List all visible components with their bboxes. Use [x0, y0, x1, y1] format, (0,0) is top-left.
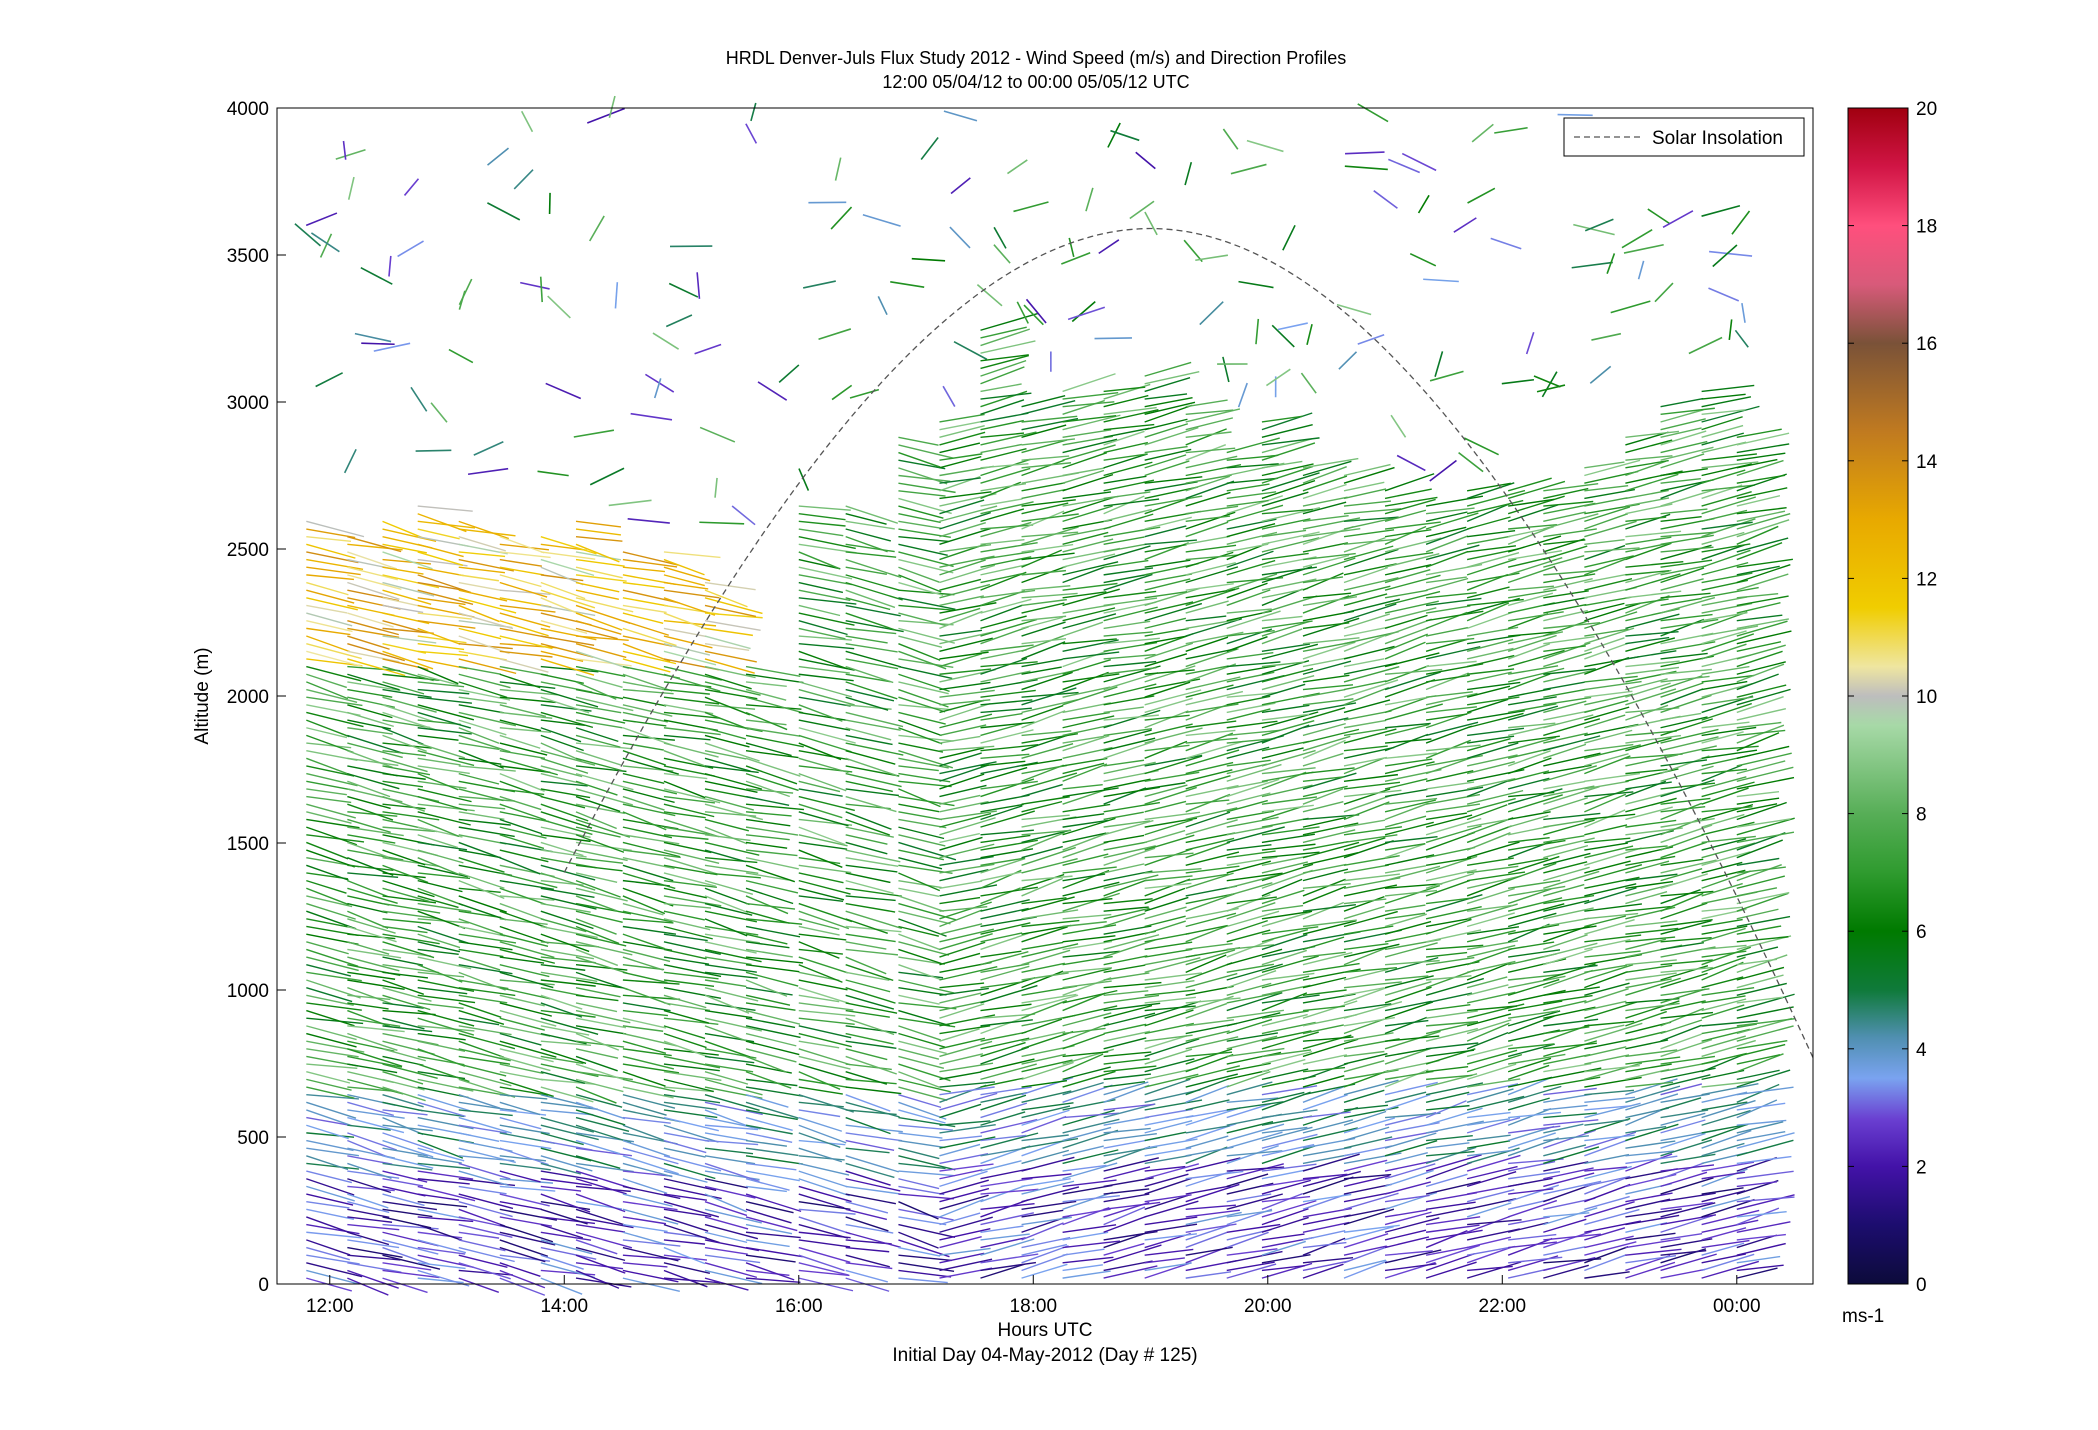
x-tick-label: 22:00 [1479, 1296, 1527, 1317]
colorbar-tick-label: 6 [1916, 922, 1927, 943]
y-tick-label: 4000 [227, 99, 269, 120]
x-tick-label: 00:00 [1713, 1296, 1761, 1317]
y-tick-label: 500 [237, 1128, 269, 1149]
y-tick-label: 0 [258, 1275, 269, 1296]
y-tick-label: 3500 [227, 246, 269, 267]
y-tick-label: 3000 [227, 393, 269, 414]
chart-subtitle: 12:00 05/04/12 to 00:00 05/05/12 UTC [882, 72, 1189, 92]
x-tick-label: 16:00 [775, 1296, 823, 1317]
colorbar-unit-label: ms-1 [1842, 1306, 1884, 1327]
colorbar-tick-label: 12 [1916, 569, 1937, 590]
legend-label: Solar Insolation [1652, 128, 1783, 149]
colorbar [1848, 108, 1908, 1284]
colorbar-tick-label: 0 [1916, 1275, 1927, 1296]
colorbar-tick-label: 4 [1916, 1040, 1927, 1061]
x-axis-label: Hours UTC [997, 1320, 1092, 1341]
wind-barb [1558, 115, 1593, 116]
colorbar-tick-label: 14 [1916, 452, 1938, 473]
colorbar-tick-label: 8 [1916, 805, 1927, 826]
colorbar-tick-label: 20 [1916, 99, 1937, 120]
legend: Solar Insolation [1564, 118, 1804, 156]
x-tick-label: 18:00 [1010, 1296, 1058, 1317]
y-tick-label: 1000 [227, 981, 269, 1002]
x-tick-label: 20:00 [1244, 1296, 1292, 1317]
wind-barb [1095, 338, 1132, 339]
y-axis-label: Altitude (m) [192, 647, 213, 744]
wind-barb [361, 343, 394, 344]
x-axis-label-secondary: Initial Day 04-May-2012 (Day # 125) [892, 1345, 1197, 1366]
colorbar-tick-label: 2 [1916, 1157, 1927, 1178]
colorbar-tick-label: 16 [1916, 334, 1937, 355]
colorbar-tick-label: 18 [1916, 217, 1937, 238]
x-tick-label: 14:00 [540, 1296, 588, 1317]
wind-barb [416, 450, 452, 451]
x-tick-label: 12:00 [306, 1296, 354, 1317]
chart-title: HRDL Denver-Juls Flux Study 2012 - Wind … [726, 48, 1347, 68]
y-tick-label: 1500 [227, 834, 269, 855]
colorbar-tick-label: 10 [1916, 687, 1937, 708]
y-tick-label: 2000 [227, 687, 269, 708]
y-tick-label: 2500 [227, 540, 269, 561]
